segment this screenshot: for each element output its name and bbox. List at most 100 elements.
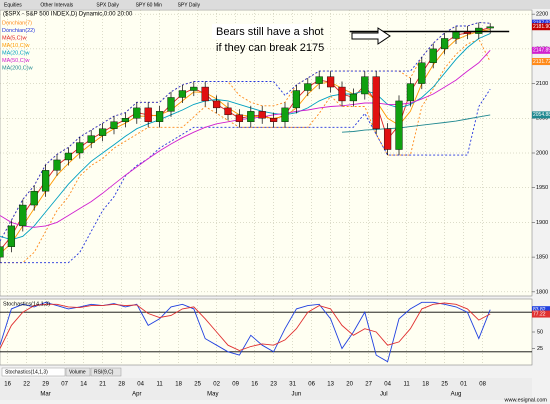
- toolbar-item[interactable]: SPY 60 Min: [136, 2, 163, 8]
- y-tick-label: 50: [537, 329, 543, 335]
- price-panel: [0, 9, 533, 297]
- toolbar-item[interactable]: SPX Daily: [96, 2, 119, 8]
- candle-body: [395, 100, 403, 150]
- candle-body: [155, 111, 164, 122]
- month-label: Jun: [292, 392, 302, 398]
- layer: 1800185019001950200020502100215022001622…: [0, 10, 550, 398]
- legend-entry: MA(5,C)w: [2, 35, 26, 41]
- candle-body: [41, 170, 50, 192]
- donchian-lower: [0, 88, 491, 264]
- x-tick-label: 16: [251, 382, 258, 388]
- donchian-upper: [0, 22, 491, 242]
- y-tick-label: 1950: [536, 185, 548, 191]
- candle-body: [440, 38, 449, 50]
- legend-entry: MA(10,C)w: [2, 43, 30, 49]
- candle-body: [144, 107, 152, 122]
- legend-entry: MA(20,C)w: [2, 50, 30, 56]
- candle-body: [326, 76, 335, 88]
- footer: www.esignal.com: [504, 397, 548, 403]
- candle-body: [98, 128, 107, 136]
- x-tick-label: 27: [365, 382, 372, 388]
- x-tick-label: 01: [460, 382, 467, 388]
- candle-body: [361, 76, 369, 95]
- x-tick-label: 25: [441, 382, 448, 388]
- month-label: Aug: [451, 392, 462, 398]
- toolbar-item[interactable]: Other Intervals: [40, 2, 73, 8]
- candle-body: [429, 48, 437, 63]
- candle-body: [0, 246, 4, 258]
- annotation-box: [212, 24, 312, 39]
- indicator-panel: [0, 298, 533, 366]
- last-value-label: 83.82: [533, 307, 546, 313]
- stochastic-line: [0, 302, 491, 351]
- last-value-label: 2181.90: [533, 24, 550, 30]
- last-value-box: [532, 306, 550, 314]
- last-value-label: 2054.88: [533, 112, 550, 118]
- x-tick-label: 06: [308, 382, 315, 388]
- candle-body: [338, 86, 346, 102]
- month-label: Apr: [132, 392, 141, 398]
- last-value-label: 2147.89: [533, 48, 550, 54]
- y-tick-label: 2050: [536, 116, 548, 122]
- annotation: Bears still have a shot: [216, 26, 324, 38]
- y-tick-label: 2200: [536, 12, 548, 18]
- last-value-box: [532, 19, 550, 27]
- candle-body: [235, 114, 244, 122]
- tab-label[interactable]: Stochastics(14,1,3): [5, 369, 48, 375]
- y-tick-label: 25: [537, 346, 543, 352]
- toolbar: [0, 0, 550, 9]
- x-tick-label: 25: [194, 382, 201, 388]
- legend-entry: MA(200,C)w: [2, 65, 33, 71]
- x-axis-band: [0, 378, 532, 400]
- x-tick-label: 18: [422, 382, 429, 388]
- x-tick-label: 23: [270, 382, 277, 388]
- last-value-box: [532, 111, 550, 119]
- month-label: May: [207, 392, 218, 398]
- donchian-lower: [0, 38, 491, 264]
- x-tick-label: 13: [327, 382, 334, 388]
- candle-body: [19, 204, 27, 227]
- legend-entry: Donchian(7): [2, 20, 32, 26]
- candle-body: [133, 107, 141, 119]
- last-value-box: [532, 58, 550, 66]
- chart-title: ($SPX - S&P 500 INDEX,D) Dynamic,0:00 20…: [3, 12, 133, 18]
- candle-body: [212, 100, 221, 109]
- tab[interactable]: [1, 367, 66, 377]
- tab-label[interactable]: RSI(9,C): [94, 369, 114, 375]
- candle-body: [53, 159, 61, 171]
- candle-body: [281, 107, 289, 122]
- candle-body: [372, 76, 380, 129]
- tab[interactable]: [65, 367, 91, 377]
- candle-body: [76, 142, 84, 154]
- x-tick-label: 04: [137, 382, 144, 388]
- y-tick-label: 2100: [536, 81, 548, 87]
- y-tick-label: 1800: [536, 289, 548, 295]
- last-value-label: 2131.72: [533, 59, 550, 65]
- y-tick-label: 1850: [536, 255, 548, 261]
- candle-body: [190, 86, 198, 91]
- candle-body: [224, 107, 232, 116]
- toolbar-item[interactable]: Equities: [4, 2, 22, 8]
- indicator-title: Stochastics(14,1,3): [3, 301, 50, 307]
- candle-body: [178, 90, 187, 98]
- toolbar-item[interactable]: SPY Daily: [178, 2, 201, 8]
- tab[interactable]: [90, 367, 122, 377]
- candle-body: [121, 118, 130, 122]
- x-tick-label: 08: [479, 382, 486, 388]
- x-tick-label: 14: [80, 382, 87, 388]
- x-tick-label: 16: [4, 382, 11, 388]
- candle-body: [383, 128, 392, 150]
- candle-body: [258, 111, 266, 119]
- moving-average: [0, 49, 491, 228]
- last-value-box: [532, 23, 550, 31]
- x-tick-label: 28: [118, 382, 125, 388]
- tab-label[interactable]: Volume: [69, 369, 86, 375]
- last-value-label: 77.22: [533, 311, 546, 317]
- x-tick-label: 31: [289, 382, 296, 388]
- candle-body: [418, 62, 426, 84]
- x-tick-label: 11: [403, 382, 410, 388]
- x-tick-label: 22: [23, 382, 30, 388]
- x-tick-label: 02: [213, 382, 220, 388]
- candle-body: [110, 121, 118, 129]
